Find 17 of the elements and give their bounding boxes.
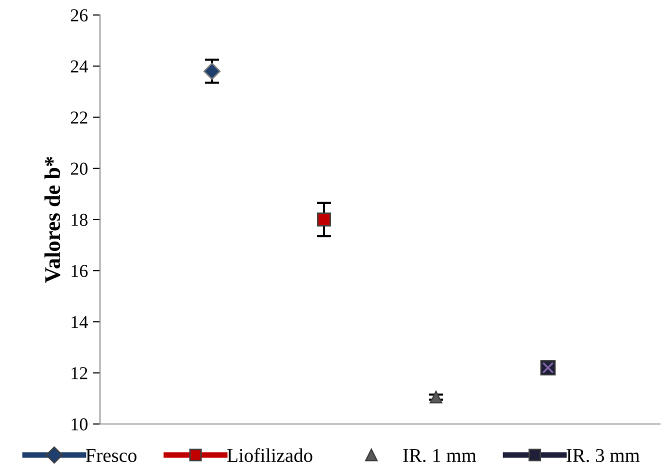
point bbox=[430, 390, 442, 404]
legend-label: IR. 3 mm bbox=[566, 448, 640, 462]
y-tick-label: 18 bbox=[72, 214, 88, 226]
point bbox=[203, 62, 221, 80]
y-tick-label: 20 bbox=[70, 162, 88, 175]
y-tick-label: 14 bbox=[72, 316, 88, 328]
y-tick-label: 12 bbox=[72, 367, 88, 380]
point bbox=[317, 212, 331, 226]
legend-label: Liofilizado bbox=[227, 448, 312, 462]
y-tick-label: 16 bbox=[72, 264, 88, 278]
legend-label: Fresco bbox=[86, 449, 136, 462]
y-tick-label: 22 bbox=[70, 112, 88, 124]
y-tick-label: 24 bbox=[70, 60, 88, 72]
y-axis-title: Valores de b* bbox=[44, 156, 60, 283]
y-tick-label: 26 bbox=[70, 9, 88, 22]
legend-label: IR. 1 mm bbox=[403, 449, 476, 462]
y-tick-label: 10 bbox=[72, 418, 88, 430]
